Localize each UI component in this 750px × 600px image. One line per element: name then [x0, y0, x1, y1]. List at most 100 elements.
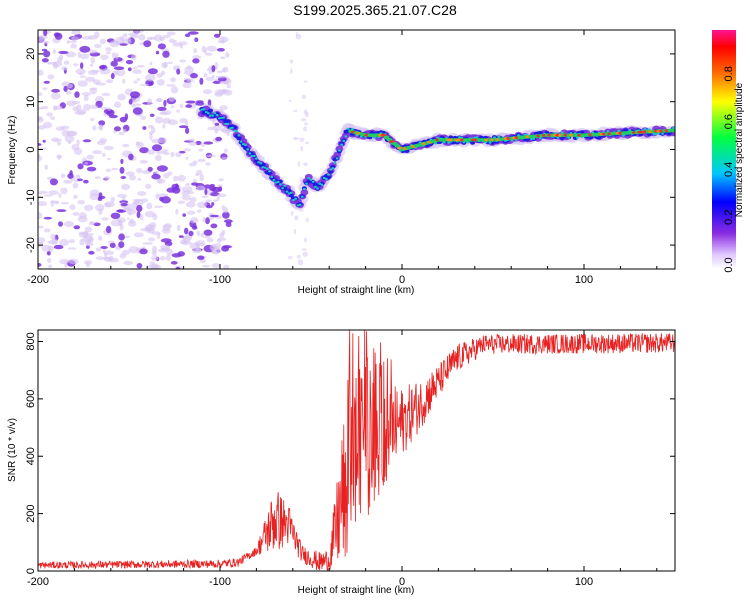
- spectrogram-ridge-cell: [268, 170, 271, 173]
- snr-ylabel: SNR (10 * v/v): [7, 418, 18, 482]
- spectrogram-cell: [217, 184, 223, 188]
- spectrogram-cell: [56, 141, 62, 146]
- spectrogram-cell: [203, 141, 214, 145]
- spectrogram-ridge-cell: [300, 195, 304, 198]
- spectrogram-ridge-cell: [217, 117, 221, 120]
- spectrogram-cell: [155, 50, 160, 55]
- spectrogram-cell: [205, 52, 213, 56]
- spectrogram-cell: [183, 78, 194, 81]
- spectrogram-ridge-cell: [259, 162, 263, 165]
- spectrogram-cell: [290, 211, 294, 216]
- x-tick-label: -100: [209, 576, 231, 588]
- spectrogram-cell: [163, 99, 167, 107]
- spectrogram-cell: [146, 98, 153, 106]
- spectrogram-cell: [136, 168, 143, 174]
- spectrogram-ridge-cell: [300, 189, 309, 196]
- spectrogram-cell: [38, 212, 43, 220]
- spectrogram-cell: [114, 126, 121, 132]
- spectrogram-cell: [170, 86, 179, 94]
- spectrogram-cell: [226, 84, 231, 89]
- spectrogram-cell: [176, 68, 181, 75]
- spectrogram-cell: [87, 233, 94, 236]
- spectrogram-cell: [151, 144, 163, 152]
- spectrogram-cell: [43, 228, 51, 233]
- spectrogram-cell: [303, 80, 308, 83]
- spectrogram-cell: [288, 255, 293, 260]
- spectrogram-cell: [213, 199, 218, 202]
- spectrogram-cell: [300, 118, 307, 122]
- spectrogram-cell: [66, 100, 77, 107]
- spectrogram-ridge-cell: [621, 134, 625, 137]
- spectrogram-cell: [92, 150, 103, 155]
- snr-xlabel: Height of straight line (km): [298, 585, 415, 596]
- spectrogram-ridge-cell: [372, 136, 376, 139]
- colorbar-label: Normalized spectral amplitude: [734, 82, 745, 217]
- spectrogram-cell: [193, 48, 198, 54]
- spectrogram-cell: [151, 255, 159, 261]
- spectrogram-ridge-cell: [270, 175, 274, 179]
- spectrogram-ridge-cell: [236, 136, 242, 141]
- spectrogram-cell: [176, 266, 180, 269]
- spectrogram-cell: [57, 154, 61, 161]
- spectrogram-cell: [79, 53, 90, 60]
- spectrogram-cell: [111, 52, 116, 59]
- spectrogram-cell: [90, 221, 95, 225]
- spectrogram-cell: [201, 195, 209, 198]
- spectrogram-cell: [122, 143, 130, 148]
- spectrogram-cell: [50, 233, 56, 240]
- spectrogram-cell: [63, 179, 73, 184]
- spectrogram-cell: [140, 83, 149, 87]
- spectrogram-cell: [199, 173, 204, 182]
- y-tick-label: 400: [25, 447, 37, 465]
- spectrogram-ridge-cell: [241, 143, 245, 146]
- x-tick-label: -100: [209, 274, 231, 286]
- spectrogram-cell: [105, 51, 111, 55]
- spectrogram-cell: [43, 50, 51, 58]
- spectrogram-cell: [155, 193, 160, 200]
- spectrogram-cell: [60, 187, 68, 195]
- spectrogram-cell: [121, 249, 130, 255]
- spectrogram-cell: [53, 244, 64, 250]
- spectrogram-cell: [129, 174, 136, 181]
- spectrogram-ridge-cell: [517, 134, 520, 137]
- spectrogram-cell: [221, 229, 226, 235]
- spectrogram-ridge-cell: [617, 129, 621, 132]
- spectrogram-cell: [84, 226, 92, 233]
- y-tick-label: 800: [25, 332, 37, 350]
- spectrogram-cell: [203, 229, 213, 236]
- spectrogram-cell: [221, 156, 228, 161]
- spectrogram-ridge-cell: [202, 108, 206, 111]
- spectrogram-cell: [157, 43, 166, 50]
- spectrogram-ridge-cell: [292, 199, 295, 202]
- spectrogram-cell: [81, 92, 92, 96]
- spectrogram-cell: [101, 92, 111, 97]
- spectrogram-cell: [197, 255, 205, 260]
- spectrogram-cell: [48, 264, 53, 269]
- spectrogram-cell: [74, 110, 86, 115]
- spectrogram-ridge-cell: [304, 173, 313, 181]
- spectrogram-cell: [213, 33, 221, 38]
- spectrogram-cell: [117, 209, 124, 213]
- spectrogram-ridge-cell: [246, 148, 250, 151]
- spectrogram-cell: [130, 91, 140, 99]
- spectrogram-cell: [175, 208, 179, 215]
- spectrogram-cell: [63, 60, 70, 65]
- spectrogram-cell: [54, 32, 63, 40]
- spectrogram-cell: [124, 113, 129, 121]
- spectrogram-cell: [173, 175, 178, 182]
- spectrogram-cell: [42, 87, 48, 91]
- spectrogram-cell: [44, 194, 53, 197]
- spectrogram-cell: [139, 159, 149, 164]
- spectrogram-cell: [119, 43, 128, 46]
- spectrogram-cell: [182, 81, 192, 89]
- spectrogram-cell: [138, 34, 146, 41]
- spectrogram-cell: [98, 235, 103, 241]
- spectrogram-cell: [301, 94, 306, 100]
- spectrogram-ridge-cell: [320, 183, 324, 186]
- spectrogram-cell: [132, 198, 144, 202]
- spectrogram-cell: [183, 71, 188, 74]
- spectrogram-cell: [38, 107, 44, 110]
- spectrogram-cell: [139, 248, 148, 255]
